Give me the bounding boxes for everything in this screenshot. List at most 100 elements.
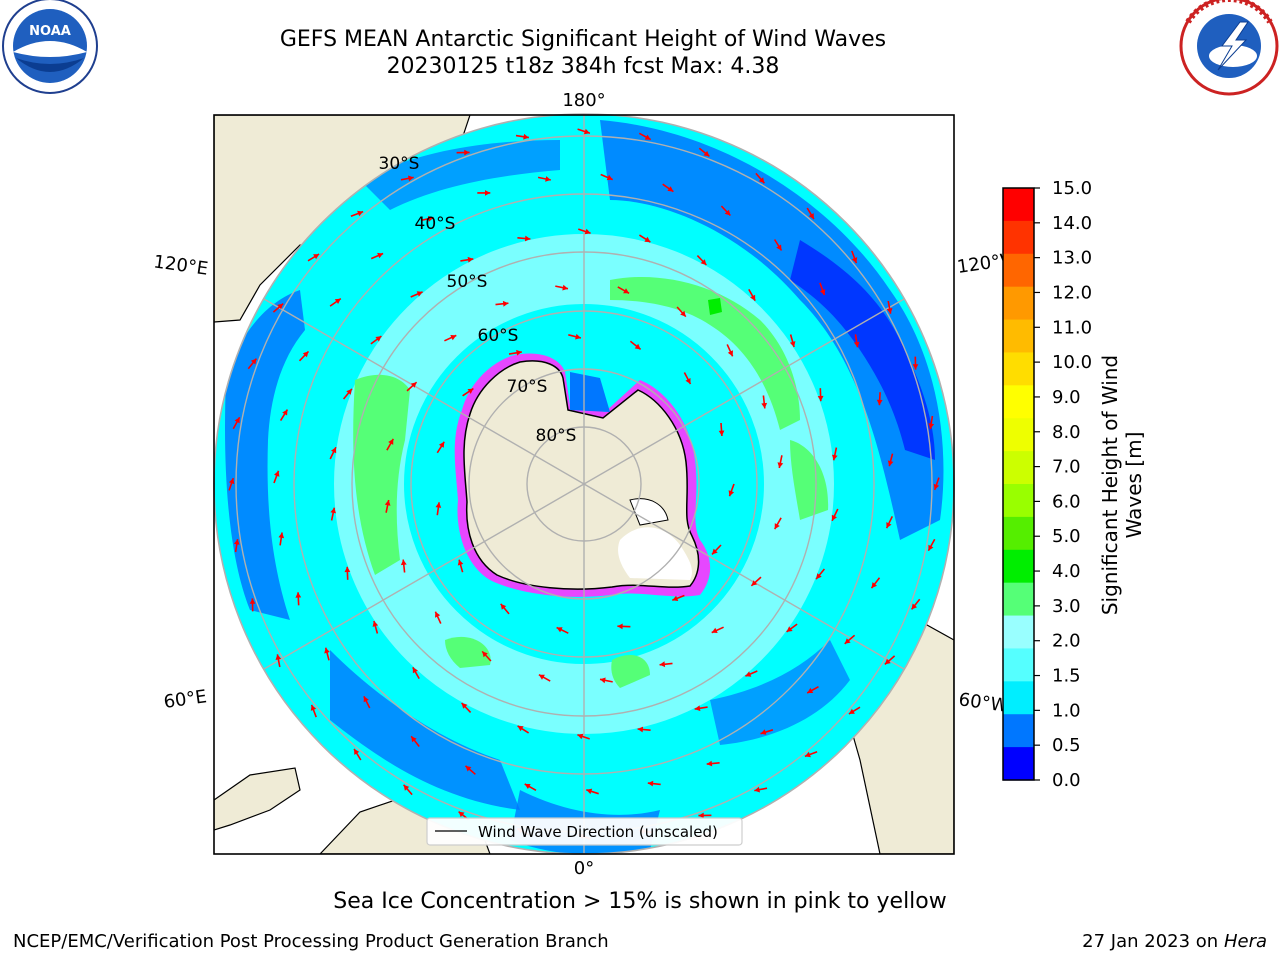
colorbar-tick-label: 8.0 — [1052, 422, 1081, 443]
wind-arrow-head — [706, 760, 713, 767]
colorbar-swatch — [1003, 253, 1034, 288]
wind-arrow-head — [410, 382, 417, 388]
wind-arrow-head — [412, 667, 418, 674]
wind-arrow-head — [634, 343, 641, 350]
lat-label-30s: 30°S — [379, 154, 420, 174]
colorbar-swatch — [1003, 418, 1034, 452]
wind-arrow-head — [411, 736, 417, 743]
wind-arrow-head — [667, 186, 674, 192]
wind-arrow-head — [482, 651, 488, 658]
wind-arrow-head — [524, 235, 531, 242]
wind-arrow-head — [848, 708, 855, 714]
colorbar-tick-label: 0.5 — [1052, 735, 1081, 756]
wind-arrow-head — [465, 765, 472, 772]
wind-arrow-head — [427, 216, 434, 222]
wind-arrow-head — [644, 134, 651, 140]
wind-arrow-head — [324, 647, 330, 654]
wind-arrow-head — [485, 190, 491, 196]
wind-wave-arrows — [228, 128, 940, 840]
wind-arrow-head — [659, 661, 666, 668]
wind-arrow-head — [647, 780, 654, 787]
wind-arrow-head — [438, 441, 445, 448]
wind-arrow-head — [464, 149, 470, 156]
colorbar-swatch — [1003, 385, 1034, 419]
wind-arrow-head — [774, 523, 780, 530]
colorbar-tick-label: 11.0 — [1052, 317, 1092, 338]
colorbar-tick-label: 1.0 — [1052, 700, 1081, 721]
wind-arrow-head — [727, 350, 733, 357]
wind-arrow-head — [556, 627, 563, 633]
wind-arrow-head — [435, 502, 442, 508]
chart-subtitle: 20230125 t18z 384h fcst Max: 4.38 — [386, 54, 780, 79]
wind-arrow-head — [302, 351, 309, 358]
wind-arrow-head — [274, 470, 280, 477]
colorbar-swatch — [1003, 582, 1034, 617]
wind-arrow-head — [331, 447, 337, 454]
colorbar-swatch — [1003, 319, 1034, 354]
wind-arrow-head — [644, 236, 651, 243]
wind-arrow-head — [928, 423, 935, 429]
wind-arrow-head — [372, 621, 379, 627]
wind-arrow-head — [832, 454, 838, 461]
wind-arrow-head — [275, 654, 282, 660]
footer-credit: NCEP/EMC/Verification Post Processing Pr… — [13, 931, 609, 952]
wind-arrow-head — [685, 378, 691, 384]
wind-arrow-head — [330, 507, 336, 514]
wind-arrow-head — [400, 559, 407, 566]
colorbar-tick-label: 9.0 — [1052, 387, 1081, 408]
wind-arrow-head — [516, 349, 522, 356]
wind-arrow-head — [523, 133, 529, 140]
wind-arrow-head — [911, 603, 918, 610]
wind-arrow-head — [458, 811, 465, 818]
wind-arrow-head — [886, 522, 892, 529]
colorbar-tick-label: 3.0 — [1052, 596, 1081, 617]
colorbar-swatch — [1003, 220, 1034, 255]
wind-arrow-head — [461, 703, 468, 709]
colorbar-swatch — [1003, 451, 1034, 485]
wind-arrow-head — [724, 209, 731, 216]
wind-arrow-head — [354, 748, 360, 755]
lon-label-120e: 120°E — [152, 251, 209, 279]
wind-arrow-head — [467, 256, 474, 263]
wind-arrow-head — [758, 177, 765, 184]
wind-arrow-head — [384, 500, 391, 506]
wind-arrow-head — [876, 399, 883, 406]
colorbar-tick-label: 13.0 — [1052, 248, 1092, 269]
wind-arrow-head — [928, 544, 934, 551]
wind-arrow-head — [761, 402, 768, 409]
noaa-logo: NOAA — [2, 0, 98, 94]
wind-arrow-head — [313, 254, 320, 260]
wind-arrow-head — [817, 395, 824, 402]
wind-arrow-head — [718, 430, 725, 436]
wind-arrow-head — [500, 603, 507, 610]
wind-arrow-head — [250, 358, 257, 365]
wind-arrow-head — [777, 462, 784, 468]
wind-arrow-head — [617, 623, 623, 630]
colorbar-swatch — [1003, 352, 1034, 386]
wind-arrow-head — [700, 259, 707, 265]
wind-arrow-head — [403, 784, 410, 791]
nws-logo — [1179, 0, 1279, 96]
colorbar-tick-label: 4.0 — [1052, 561, 1081, 582]
wind-arrow-head — [538, 674, 545, 680]
wind-arrow-head — [750, 294, 756, 301]
colorbar-swatch — [1003, 714, 1034, 748]
wind-arrow-head — [871, 582, 877, 589]
colorbar-title: Significant Height of Wind Waves [m] — [1098, 354, 1146, 616]
lon-label-60e: 60°E — [162, 686, 208, 713]
wind-arrow-head — [584, 228, 591, 235]
colorbar-ticks: 15.0 14.0 13.0 12.0 11.0 10.0 9.0 8.0 7.0 6.0 5.0 4… — [1034, 178, 1092, 791]
colorbar-tick-label: 10.0 — [1052, 352, 1092, 373]
wind-arrow-head — [450, 335, 457, 341]
wind-arrow-head — [278, 532, 285, 539]
wind-arrow-head — [912, 364, 919, 370]
colorbar-swatch — [1003, 516, 1034, 551]
wind-arrow-head — [694, 705, 701, 712]
colorbar-swatch — [1003, 615, 1034, 650]
colorbar-tick-label: 15.0 — [1052, 178, 1092, 199]
colorbar-swatch — [1003, 648, 1034, 682]
wind-arrow-head — [575, 333, 581, 340]
wind-arrow-head — [282, 409, 288, 416]
wind-arrow-head — [502, 300, 509, 307]
